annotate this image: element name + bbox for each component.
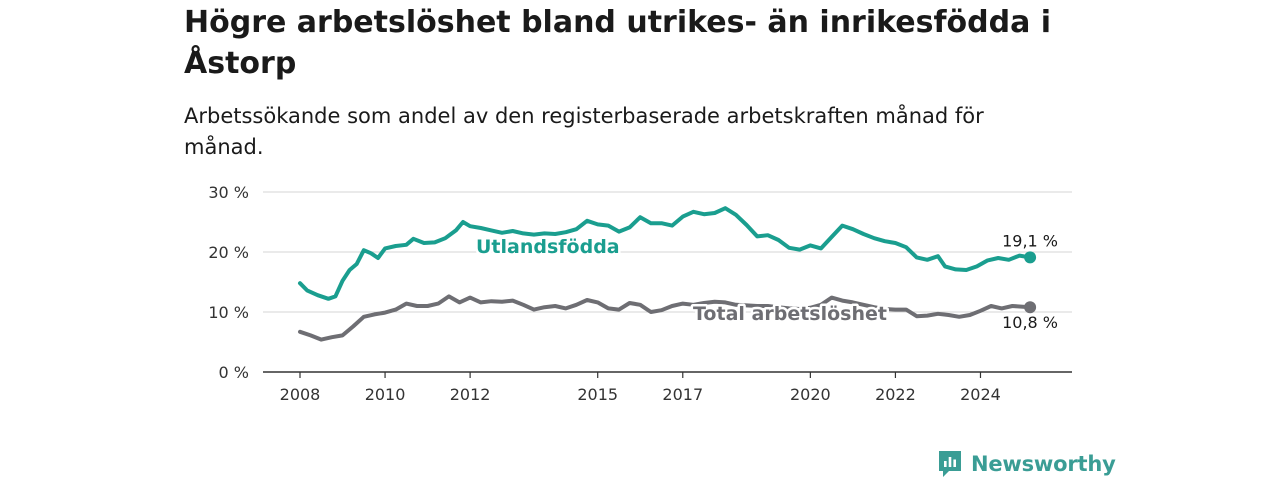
y-tick-label: 10 %: [208, 303, 249, 322]
series-line-total: [298, 294, 1033, 342]
chart-subtitle: Arbetssökande som andel av den registerb…: [184, 104, 984, 159]
x-tick-label: 2010: [365, 385, 406, 404]
gridlines: [263, 191, 1072, 373]
series-labels: 19,1 % Utlandsfödda 10,8 % Total arbetslösh…: [474, 231, 1059, 332]
chart-title: Högre arbetslöshet bland utrikes- än inr…: [184, 5, 1052, 81]
x-tick-label: 2022: [875, 385, 916, 404]
y-tick-label: 30 %: [208, 183, 249, 202]
series-name-label: Total arbetslöshet: [693, 303, 887, 325]
x-tick-label: 2008: [280, 385, 321, 404]
x-axis-ticks: 2008 2010 2012 2015 2017 2020 2022 2024: [280, 372, 1001, 404]
series-end-point: [1024, 251, 1037, 264]
series-end-point: [1024, 301, 1037, 314]
y-axis-ticks: 0 % 10 % 20 % 30 %: [208, 183, 249, 382]
x-tick-label: 2012: [450, 385, 491, 404]
newsworthy-logo-icon: [939, 451, 961, 477]
x-tick-label: 2024: [960, 385, 1001, 404]
y-tick-label: 20 %: [208, 243, 249, 262]
x-tick-label: 2020: [790, 385, 831, 404]
brand-name: Newsworthy: [971, 452, 1116, 476]
series-end-value-label: 10,8 %: [1002, 313, 1058, 332]
y-tick-label: 0 %: [219, 363, 249, 382]
series-line-utlandsfodda: [298, 206, 1033, 301]
line-chart: 0 % 10 % 20 % 30 % 2008 2010 2012 2015 2017 2020…: [208, 183, 1072, 404]
series-lines: [298, 206, 1037, 342]
x-tick-label: 2017: [662, 385, 703, 404]
x-tick-label: 2015: [577, 385, 618, 404]
series-name-label: Utlandsfödda: [476, 236, 620, 258]
newsworthy-logo: Newsworthy: [937, 449, 1116, 479]
series-end-value-label: 19,1 %: [1002, 231, 1058, 250]
